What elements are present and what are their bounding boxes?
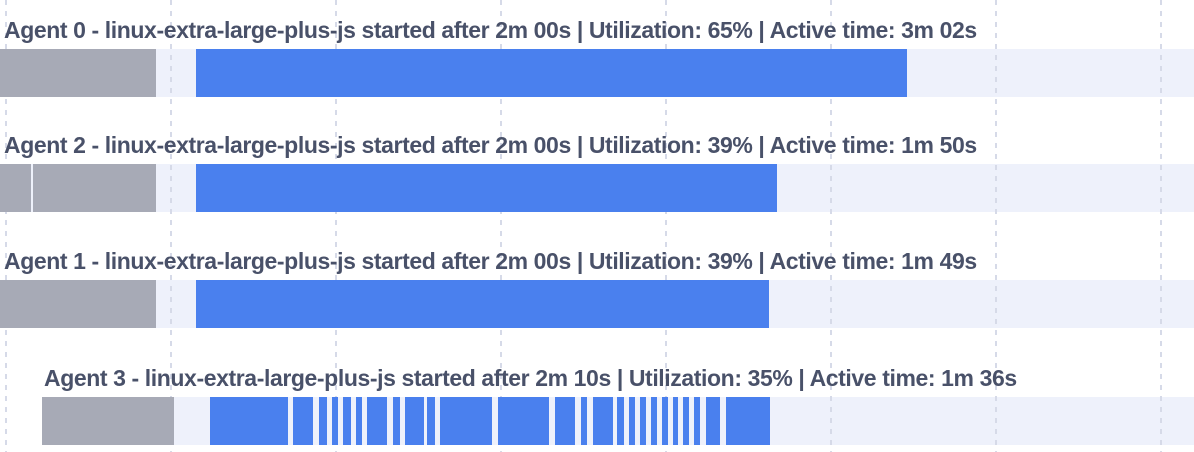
agent-row: Agent 1 - linux-extra-large-plus-js star…	[0, 249, 1194, 328]
agent-row: Agent 2 - linux-extra-large-plus-js star…	[0, 133, 1194, 212]
time-gridline	[995, 0, 997, 452]
time-gridline	[500, 0, 502, 452]
active-segment	[651, 397, 657, 445]
active-segment	[343, 397, 351, 445]
active-segment	[367, 397, 387, 445]
active-segment	[593, 397, 613, 445]
active-segment	[356, 397, 362, 445]
active-segment	[210, 397, 288, 445]
timeline-band	[0, 164, 1194, 212]
active-segment	[405, 397, 424, 445]
active-segment	[196, 49, 907, 97]
queue-segment	[0, 164, 31, 212]
active-segment	[640, 397, 646, 445]
active-segment	[293, 397, 313, 445]
time-gridline	[1160, 0, 1162, 452]
time-gridline	[665, 0, 667, 452]
active-segment	[555, 397, 575, 445]
timeline-band	[0, 280, 1194, 328]
time-gridline	[830, 0, 832, 452]
active-segment	[673, 397, 678, 445]
queue-segment	[0, 49, 156, 97]
queue-segment	[42, 397, 174, 445]
active-segment	[319, 397, 327, 445]
active-segment	[617, 397, 624, 445]
active-segment	[629, 397, 635, 445]
active-segment	[662, 397, 668, 445]
time-gridline	[335, 0, 337, 452]
agent-row-title: Agent 1 - linux-extra-large-plus-js star…	[4, 248, 977, 274]
agent-row-title: Agent 2 - linux-extra-large-plus-js star…	[4, 132, 977, 158]
queue-segment	[33, 164, 156, 212]
active-segment	[694, 397, 700, 445]
active-segment	[498, 397, 549, 445]
active-segment	[706, 397, 720, 445]
timeline-band	[0, 49, 1194, 97]
agent-row-title: Agent 3 - linux-extra-large-plus-js star…	[44, 365, 1017, 391]
active-segment	[332, 397, 338, 445]
time-gridline	[170, 0, 172, 452]
active-segment	[440, 397, 492, 445]
agent-row-title: Agent 0 - linux-extra-large-plus-js star…	[4, 17, 977, 43]
active-segment	[581, 397, 587, 445]
active-segment	[726, 397, 770, 445]
active-segment	[683, 397, 689, 445]
time-gridline	[5, 0, 7, 452]
agent-row: Agent 3 - linux-extra-large-plus-js star…	[0, 366, 1194, 445]
queue-segment	[0, 280, 156, 328]
agent-row: Agent 0 - linux-extra-large-plus-js star…	[0, 18, 1194, 97]
timeline-band	[0, 397, 1194, 445]
active-segment	[393, 397, 400, 445]
active-segment	[427, 397, 435, 445]
active-segment	[196, 164, 777, 212]
active-segment	[196, 280, 769, 328]
